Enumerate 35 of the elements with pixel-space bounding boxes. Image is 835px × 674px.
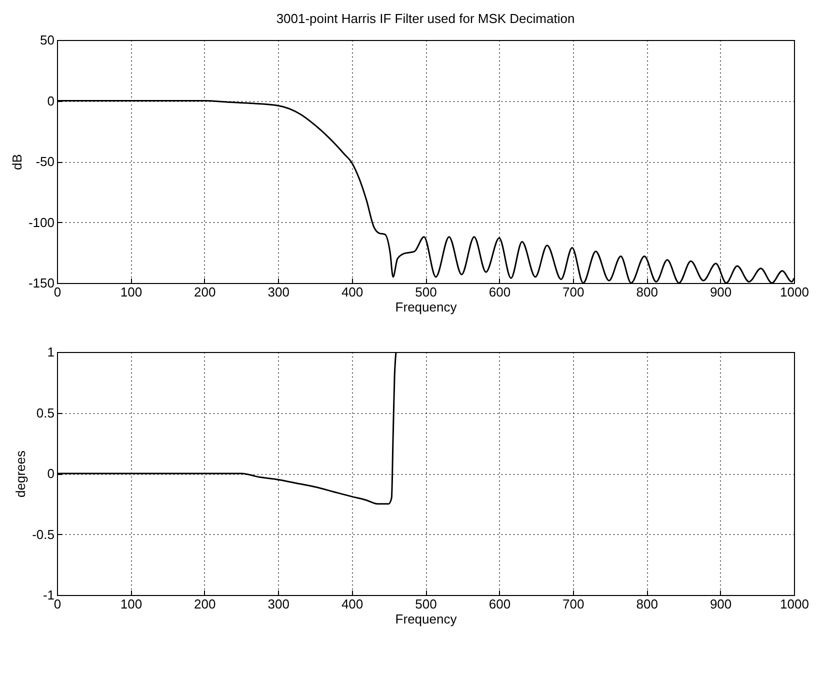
x-tick-label: 200	[194, 284, 216, 300]
x-tick-label: 700	[562, 596, 584, 612]
y-tick-label: -100	[28, 214, 54, 230]
x-tick-label: 900	[710, 596, 732, 612]
x-tick-label: 600	[488, 284, 511, 300]
y-tick-label: -0.5	[32, 526, 54, 542]
y-tick-label: 1	[47, 344, 54, 360]
x-tick-label: 300	[268, 596, 290, 612]
x-tick-label: 500	[415, 596, 437, 612]
x-tick-label: 800	[636, 284, 658, 300]
y-tick-label: 0	[47, 466, 54, 481]
y-tick-label: 0	[47, 93, 54, 108]
x-tick-label: 500	[415, 284, 437, 300]
y-tick-label: -50	[36, 154, 54, 169]
x-tick-label: 100	[120, 284, 142, 300]
y-tick-label: -1	[42, 588, 54, 602]
x-tick-label: 1000	[780, 284, 809, 300]
y-tick-label: 0.5	[36, 405, 54, 420]
x-tick-label: 100	[120, 596, 142, 612]
x-tick-label: 600	[488, 596, 511, 612]
y-axis-title: degrees	[13, 450, 28, 498]
x-tick-label: 400	[341, 596, 364, 612]
y-tick-label: 50	[40, 32, 54, 48]
y-axis-title: dB	[9, 154, 24, 170]
x-tick-label: 800	[636, 596, 658, 612]
x-axis-title: Frequency	[395, 612, 458, 626]
x-tick-label: 900	[710, 284, 732, 300]
x-tick-label: 200	[194, 596, 216, 612]
x-tick-label: 400	[341, 284, 364, 300]
chart-title: 3001-point Harris IF Filter used for MSK Decimation	[276, 11, 575, 26]
y-tick-label: -150	[28, 276, 54, 290]
x-tick-label: 300	[268, 284, 290, 300]
x-axis-title: Frequency	[395, 300, 458, 314]
x-tick-label: 700	[562, 284, 584, 300]
x-tick-label: 1000	[780, 596, 809, 612]
